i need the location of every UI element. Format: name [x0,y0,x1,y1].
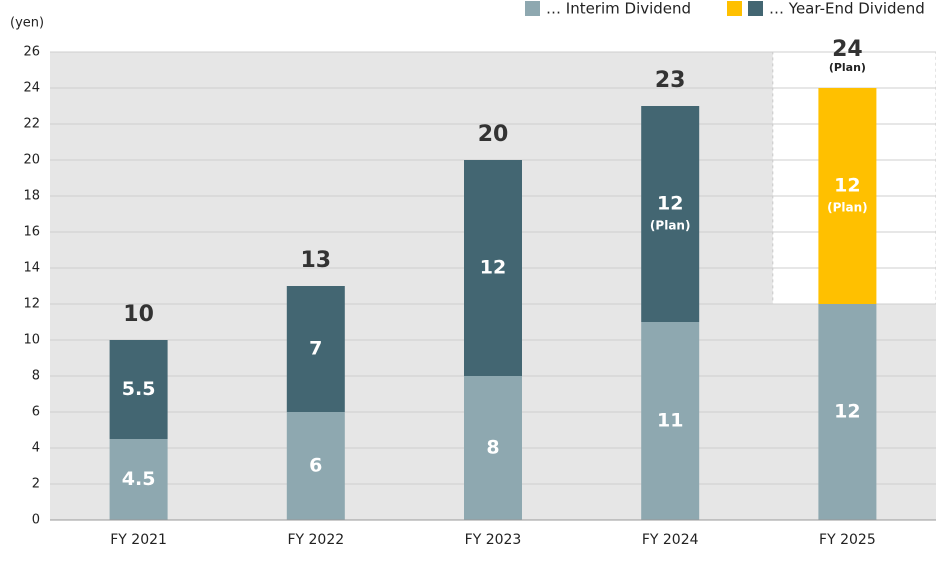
segment-label: 6 [309,455,322,477]
x-tick-label: FY 2023 [465,532,522,548]
segment-label: 11 [657,410,683,432]
segment-label: 4.5 [122,468,156,490]
bar-segment [641,322,700,520]
bar-segment [641,106,700,322]
total-label: 10 [123,302,154,327]
total-label: 20 [478,122,509,147]
bar-segment [286,412,345,520]
total-label: 23 [655,68,686,93]
bar-segment [464,160,522,376]
segment-label: 12 [480,257,506,279]
total-label: 13 [300,248,331,273]
y-tick-label: 10 [23,333,40,348]
segment-note: (Plan) [650,219,691,233]
legend-label: … Year-End Dividend [769,0,925,18]
segment-note: (Plan) [827,201,868,215]
y-tick-label: 8 [32,369,40,384]
bar-segment [109,439,168,520]
legend-swatch [525,1,540,16]
total-label: 24 [832,37,863,62]
y-tick-label: 4 [32,441,40,456]
y-tick-label: 14 [23,261,40,276]
legend-label: … Interim Dividend [546,0,691,18]
bar-segment [464,376,522,520]
y-tick-label: 2 [32,477,40,492]
y-tick-label: 6 [32,405,40,420]
y-axis-label: (yen) [10,16,44,31]
y-tick-label: 26 [23,45,40,60]
legend-swatch [748,1,763,16]
y-tick-label: 0 [32,513,40,528]
bar-segment [818,88,877,304]
segment-label: 12 [834,175,860,197]
y-tick-label: 16 [23,225,40,240]
x-tick-label: FY 2021 [110,532,167,548]
y-tick-label: 12 [23,297,40,312]
y-tick-label: 18 [23,189,40,204]
legend-swatch [727,1,742,16]
y-tick-label: 20 [23,153,40,168]
x-tick-label: FY 2024 [642,532,699,548]
segment-label: 7 [309,338,322,360]
y-tick-label: 22 [23,117,40,132]
x-tick-label: FY 2022 [287,532,344,548]
segment-label: 12 [657,193,683,215]
bar-segment [818,304,877,520]
y-tick-label: 24 [23,81,40,96]
bar-segment [286,286,345,412]
segment-label: 8 [486,437,499,459]
segment-label: 12 [834,401,860,423]
total-note: (Plan) [829,61,866,74]
x-tick-label: FY 2025 [819,532,876,548]
bar-segment [109,340,168,439]
segment-label: 5.5 [122,378,156,400]
